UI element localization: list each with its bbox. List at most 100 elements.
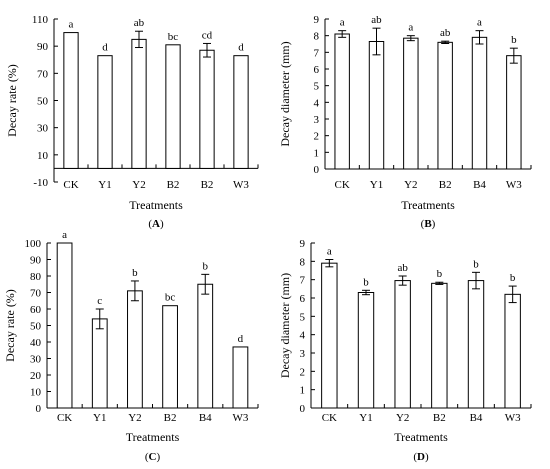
- panel-label: (B): [421, 218, 436, 230]
- bar: [506, 55, 522, 170]
- bar: [394, 280, 411, 409]
- bar: [56, 242, 73, 409]
- y-tick-label: 3: [314, 114, 320, 126]
- y-tick-label: 8: [314, 31, 320, 43]
- significance-label: a: [69, 19, 74, 31]
- x-tick-label: B2: [167, 179, 180, 191]
- x-tick-label: Y1: [370, 179, 383, 191]
- chart-panel-3: 0 10 20 30 40 50 60 70 80 90 100 CK a Y1 c Y2 b B2 bc B4 b W3…: [3, 229, 259, 463]
- x-axis-title: Treatments: [129, 198, 183, 212]
- y-tick-label: 50: [30, 321, 42, 333]
- significance-label: a: [327, 246, 332, 258]
- panel-label: (D): [413, 451, 429, 463]
- x-tick-label: W3: [232, 412, 248, 424]
- bar: [91, 318, 108, 409]
- significance-label: c: [97, 295, 102, 307]
- y-tick-label: 9: [300, 238, 306, 250]
- y-tick-label: 4: [314, 97, 320, 109]
- significance-label: b: [363, 276, 369, 288]
- y-tick-label: 80: [30, 271, 42, 283]
- x-tick-label: B4: [473, 179, 486, 191]
- bar: [471, 36, 488, 170]
- y-tick-label: 40: [30, 337, 42, 349]
- significance-label: a: [340, 17, 345, 29]
- significance-label: a: [477, 17, 482, 29]
- bar: [321, 262, 338, 409]
- y-tick-label: 4: [300, 330, 306, 342]
- x-tick-label: Y2: [132, 179, 145, 191]
- y-tick-label: 90: [37, 41, 49, 53]
- x-tick-label: B2: [201, 179, 214, 191]
- y-tick-label: 10: [30, 387, 42, 399]
- x-axis-title: Treatments: [126, 430, 180, 444]
- bar: [431, 282, 448, 409]
- y-tick-label: 10: [37, 150, 49, 162]
- x-tick-label: Y2: [128, 412, 141, 424]
- bar: [232, 346, 249, 409]
- bar: [437, 41, 453, 170]
- significance-label: ab: [440, 27, 451, 39]
- y-tick-label: 1: [314, 147, 320, 159]
- significance-label: ab: [371, 14, 382, 26]
- bar: [368, 41, 385, 170]
- bar: [197, 283, 214, 409]
- y-tick-label: 70: [30, 288, 42, 300]
- y-tick-label: 6: [314, 64, 320, 76]
- x-tick-label: B2: [433, 412, 446, 424]
- bar: [403, 37, 419, 170]
- x-tick-label: CK: [322, 412, 337, 424]
- x-tick-label: W3: [233, 179, 249, 191]
- x-axis-title: Treatments: [394, 430, 448, 444]
- y-tick-label: 110: [32, 14, 49, 26]
- y-tick-label: 7: [300, 275, 306, 287]
- x-tick-label: B4: [470, 412, 483, 424]
- y-tick-label: 2: [314, 131, 320, 143]
- y-tick-label: 2: [300, 366, 306, 378]
- x-tick-label: Y1: [98, 179, 111, 191]
- y-tick-label: 8: [300, 256, 306, 268]
- x-tick-label: CK: [63, 179, 78, 191]
- significance-label: d: [238, 333, 244, 345]
- y-tick-label: 9: [314, 14, 320, 26]
- y-tick-label: 6: [300, 293, 306, 305]
- panel-label: (C): [145, 451, 161, 463]
- y-tick-label: 50: [37, 96, 49, 108]
- x-tick-label: Y2: [404, 179, 417, 191]
- y-axis-title: Decay diameter (mm): [278, 273, 292, 378]
- y-tick-label: 100: [25, 238, 42, 250]
- x-tick-label: Y2: [396, 412, 409, 424]
- chart-panel-4: 0 1 2 3 4 5 6 7 8 9 CK a Y1 b Y2 ab B2 b B4 b W3 b Treatments D…: [278, 238, 532, 463]
- bar: [334, 33, 350, 170]
- x-tick-label: W3: [505, 412, 521, 424]
- significance-label: bc: [168, 31, 179, 43]
- significance-label: a: [408, 22, 413, 34]
- bar: [63, 32, 79, 169]
- significance-label: d: [238, 42, 244, 54]
- bar: [357, 292, 375, 409]
- bar: [162, 305, 178, 409]
- significance-label: b: [132, 267, 138, 279]
- bar: [127, 290, 143, 409]
- y-tick-label: 7: [314, 47, 320, 59]
- bar: [131, 38, 147, 169]
- significance-label: d: [102, 42, 108, 54]
- y-tick-label: 90: [30, 255, 42, 267]
- y-axis-title: Decay rate (%): [5, 64, 19, 137]
- significance-label: b: [437, 268, 443, 280]
- y-tick-label: 20: [30, 370, 42, 382]
- significance-label: cd: [202, 29, 213, 41]
- significance-label: ab: [134, 17, 145, 29]
- y-tick-label: 3: [300, 348, 306, 360]
- bar: [165, 44, 181, 169]
- x-tick-label: CK: [57, 412, 72, 424]
- y-tick-label: 0: [36, 403, 42, 415]
- significance-label: a: [62, 229, 67, 241]
- y-axis-title: Decay diameter (mm): [278, 41, 292, 146]
- x-tick-label: CK: [335, 179, 350, 191]
- y-tick-label: 30: [30, 354, 42, 366]
- y-tick-label: 5: [314, 81, 320, 93]
- y-tick-label: -10: [33, 177, 48, 189]
- x-tick-label: B2: [439, 179, 452, 191]
- significance-label: bc: [165, 292, 176, 304]
